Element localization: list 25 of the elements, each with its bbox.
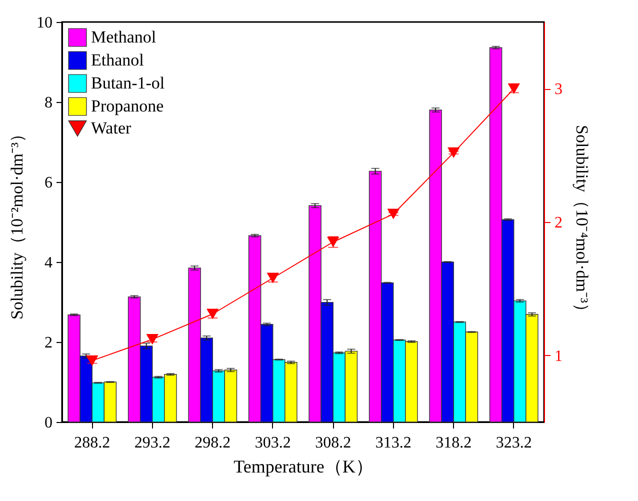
- legend-label: Water: [91, 118, 132, 138]
- y-tick-label: 4: [44, 254, 52, 272]
- x-tick-label: 288.2: [74, 434, 110, 452]
- y2-axis-title: Solubility（10⁻⁴mol·dm⁻³）: [572, 125, 592, 320]
- y2-tick-label: 3: [554, 81, 562, 98]
- y2-tick-label: 1: [554, 348, 562, 365]
- y2-tick-label: 2: [554, 214, 562, 232]
- legend-label: Methanol: [91, 28, 156, 46]
- legend-label: Ethanol: [91, 50, 144, 70]
- y-tick-label: 10: [36, 14, 52, 32]
- x-tick-label: 303.2: [254, 434, 291, 452]
- x-tick-label: 308.2: [315, 434, 352, 452]
- y-axis-title: Solubility（10⁻²mol·dm⁻³）: [8, 125, 26, 320]
- y-tick-label: 6: [44, 174, 52, 192]
- legend-label: Propanone: [91, 96, 164, 116]
- x-tick-label: 298.2: [194, 434, 231, 452]
- x-tick-label: 318.2: [436, 434, 472, 452]
- x-tick-label: 313.2: [375, 434, 412, 452]
- legend-label: Butan-1-ol: [91, 74, 165, 92]
- x-tick-label: 323.2: [496, 434, 532, 452]
- x-tick-label: 293.2: [134, 434, 170, 452]
- y-tick-label: 2: [44, 334, 52, 352]
- x-axis-title: Temperature（K）: [234, 456, 374, 476]
- y-tick-label: 0: [44, 414, 52, 432]
- y-tick-label: 8: [44, 94, 52, 112]
